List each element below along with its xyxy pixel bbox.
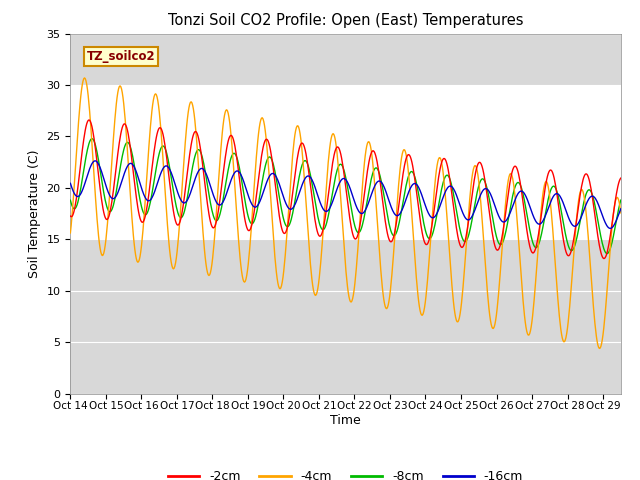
- Text: TZ_soilco2: TZ_soilco2: [87, 50, 156, 63]
- X-axis label: Time: Time: [330, 414, 361, 427]
- Bar: [70, 85, 621, 240]
- Legend: -2cm, -4cm, -8cm, -16cm: -2cm, -4cm, -8cm, -16cm: [163, 465, 528, 480]
- Y-axis label: Soil Temperature (C): Soil Temperature (C): [28, 149, 41, 278]
- Title: Tonzi Soil CO2 Profile: Open (East) Temperatures: Tonzi Soil CO2 Profile: Open (East) Temp…: [168, 13, 524, 28]
